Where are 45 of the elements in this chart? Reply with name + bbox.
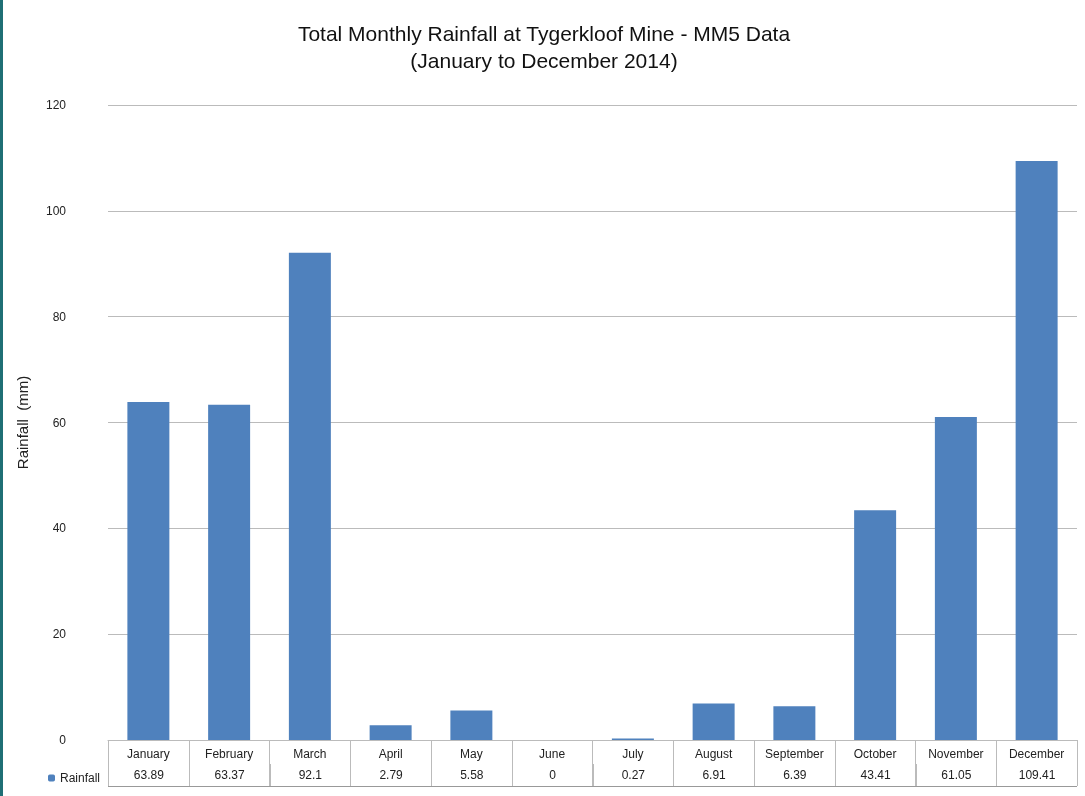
x-tick-label: October	[853, 747, 897, 761]
x-tick-label: September	[765, 747, 824, 761]
bar	[1015, 161, 1058, 740]
x-tick-label: November	[928, 747, 984, 761]
data-label: 0	[511, 764, 593, 786]
y-tick-label: 0	[59, 733, 67, 747]
bar	[288, 252, 331, 740]
y-tick-label: 80	[52, 309, 67, 324]
x-tick-label: February	[205, 747, 254, 761]
bar	[127, 401, 170, 740]
data-label: 6.91	[673, 764, 754, 786]
data-label: 43.41	[834, 764, 916, 786]
y-tick-label: 100	[45, 203, 67, 218]
x-tick-label: August	[694, 747, 733, 761]
legend-label: Rainfall	[60, 771, 101, 785]
data-label: 6.39	[754, 764, 835, 786]
bar	[208, 404, 251, 740]
bar	[692, 703, 735, 740]
x-tick-label: April	[378, 747, 403, 761]
y-axis-title: Rainfall (mm)	[14, 375, 31, 470]
data-label: 61.05	[915, 764, 997, 786]
bar	[369, 725, 412, 740]
y-tick-label: 20	[52, 627, 67, 642]
x-tick-label: December	[1008, 747, 1065, 761]
chart-title: Total Monthly Rainfall at Tygerkloof Mine - MM5 Data	[297, 22, 791, 45]
y-tick-label: 120	[45, 98, 67, 112]
y-tick-label: 40	[52, 521, 67, 536]
bar	[934, 416, 977, 740]
bar	[773, 706, 816, 740]
x-tick-label: June	[539, 747, 566, 761]
data-label: 0.27	[592, 764, 674, 786]
data-label: 2.79	[350, 764, 431, 786]
y-tick-label: 60	[52, 415, 67, 430]
bar	[854, 510, 897, 740]
data-label: 92.1	[269, 764, 351, 786]
x-tick-label: January	[127, 747, 170, 761]
data-label: 63.37	[188, 764, 270, 786]
data-label: 109.41	[996, 764, 1077, 786]
data-label: 5.58	[431, 764, 512, 786]
x-tick-label: July	[622, 747, 644, 761]
x-tick-label: March	[293, 747, 327, 761]
bar	[450, 710, 493, 740]
chart-subtitle: (January to December 2014)	[410, 49, 678, 72]
x-tick-label: May	[460, 747, 483, 761]
data-label: 63.89	[108, 764, 189, 786]
